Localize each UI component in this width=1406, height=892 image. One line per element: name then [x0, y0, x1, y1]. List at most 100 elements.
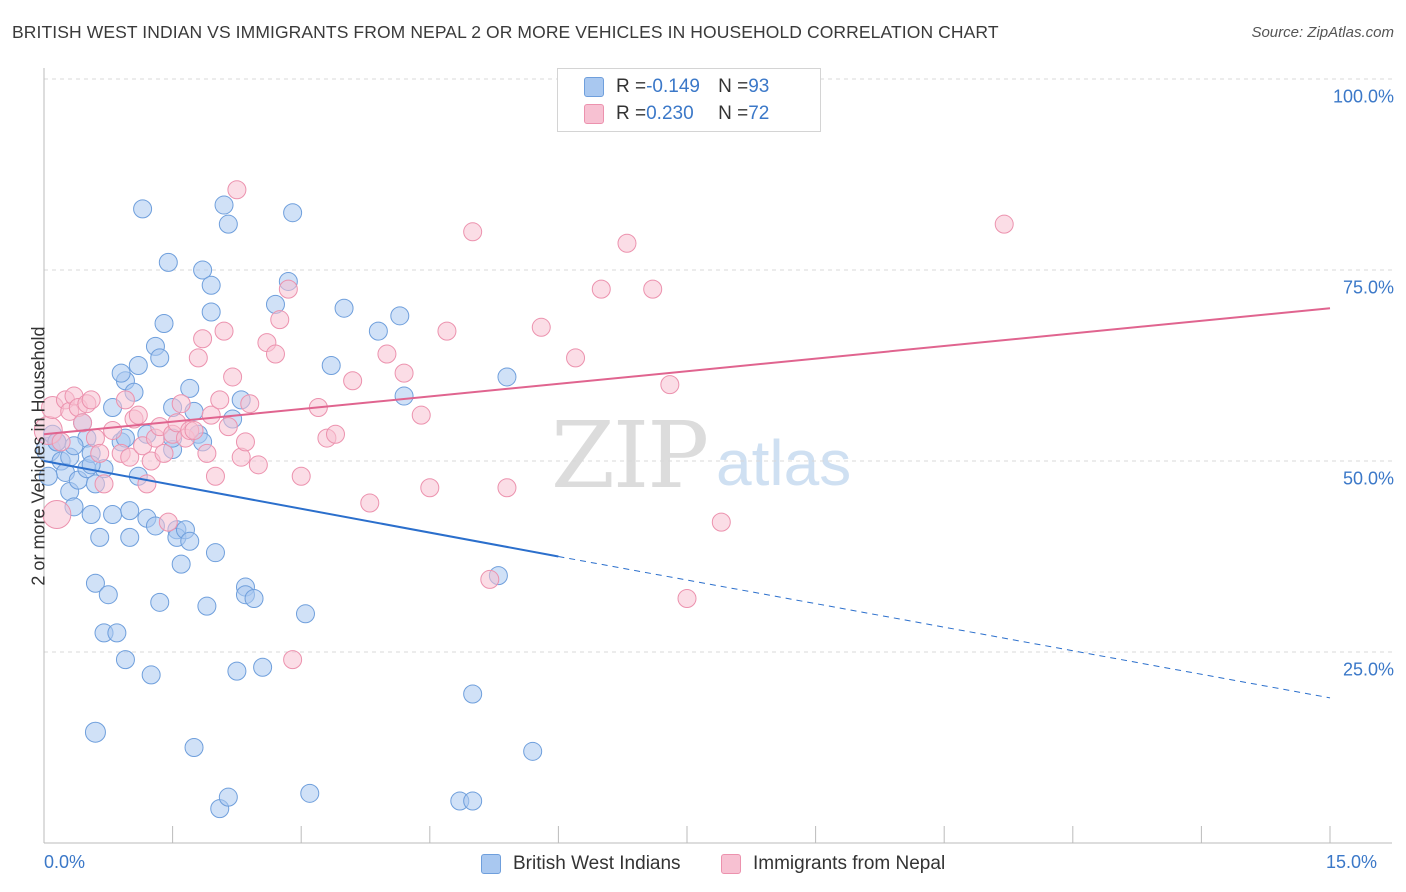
data-point — [90, 527, 110, 547]
data-point — [81, 390, 101, 410]
data-point — [480, 569, 500, 589]
data-point — [325, 424, 345, 444]
data-point — [643, 279, 663, 299]
legend-n-value: 93 — [748, 76, 770, 97]
data-point — [497, 367, 517, 387]
data-point — [463, 684, 483, 704]
data-point — [158, 512, 178, 532]
data-point — [128, 356, 148, 375]
data-point — [120, 447, 140, 467]
data-point — [227, 180, 247, 200]
data-point — [411, 405, 431, 425]
data-point — [270, 310, 290, 330]
data-point — [115, 390, 135, 410]
data-point — [240, 394, 260, 414]
data-point — [300, 783, 320, 803]
legend-r-value: 0.230 — [646, 103, 694, 124]
trend-lines — [43, 307, 1331, 699]
data-point — [617, 233, 637, 253]
bottom-legend-british-west-indians: British West Indians — [481, 851, 681, 877]
data-point — [394, 386, 414, 406]
data-point — [42, 499, 72, 529]
data-point — [120, 527, 140, 547]
data-point — [283, 203, 303, 223]
gridlines — [44, 78, 1392, 653]
data-point — [227, 661, 247, 681]
data-point — [463, 791, 483, 811]
data-point — [321, 356, 341, 375]
data-point — [193, 260, 213, 280]
series-immigrants-from-nepal — [33, 180, 1014, 670]
y-axis-label: 2 or more Vehicles in Household — [28, 326, 49, 586]
data-point — [214, 321, 234, 341]
data-point — [154, 443, 174, 463]
y-tick-label: 50.0% — [1342, 468, 1394, 489]
data-point — [197, 596, 217, 616]
data-point — [377, 344, 397, 364]
x-tick-label: 15.0% — [1326, 852, 1378, 872]
legend-r-label: R = — [616, 103, 647, 124]
data-point — [188, 348, 208, 368]
watermark-atlas: atlas — [716, 427, 852, 499]
data-point — [120, 501, 140, 521]
data-point — [133, 199, 153, 219]
data-point — [85, 573, 105, 593]
data-point — [360, 493, 380, 513]
data-point — [94, 474, 114, 494]
data-point — [115, 650, 135, 670]
data-point — [420, 478, 440, 498]
data-point — [73, 413, 93, 433]
legend-r-value: -0.149 — [646, 76, 700, 97]
legend-row-british-west-indians: R = -0.149 N = 93 — [584, 75, 769, 99]
data-point — [137, 474, 157, 494]
data-point — [497, 478, 517, 498]
series-british-west-indians — [35, 195, 543, 819]
data-point — [390, 306, 410, 326]
data-point — [154, 313, 174, 333]
data-point — [265, 344, 285, 364]
data-point — [210, 390, 230, 410]
data-point — [201, 275, 221, 295]
data-point — [291, 466, 311, 486]
data-point — [180, 378, 200, 398]
data-point — [38, 466, 58, 486]
data-point — [205, 543, 225, 563]
watermark-zip: ZIP — [551, 402, 709, 509]
data-point — [994, 214, 1014, 234]
data-point — [463, 222, 483, 242]
legend-swatch-pink — [584, 104, 604, 124]
bottom-legend-immigrants-from-nepal: Immigrants from Nepal — [721, 851, 945, 877]
data-point — [677, 589, 697, 609]
data-point — [253, 657, 273, 677]
data-point — [90, 443, 110, 463]
data-point — [171, 554, 191, 574]
data-point — [334, 298, 354, 318]
data-point — [158, 252, 178, 272]
data-point — [81, 504, 101, 524]
data-point — [244, 589, 264, 609]
data-point — [201, 405, 221, 425]
data-point — [531, 317, 551, 337]
data-point — [128, 405, 148, 425]
data-point — [223, 367, 243, 387]
data-point — [180, 531, 200, 551]
legend-swatch-blue — [584, 77, 604, 97]
data-point — [103, 504, 123, 524]
data-point — [660, 375, 680, 395]
data-point — [248, 455, 268, 475]
data-point — [295, 604, 315, 624]
trend-line — [43, 460, 559, 558]
data-point — [103, 420, 123, 440]
data-point — [283, 650, 303, 670]
data-point — [343, 371, 363, 391]
data-point — [591, 279, 611, 299]
data-point — [214, 195, 234, 215]
data-point — [184, 420, 204, 440]
data-point — [150, 592, 170, 612]
data-point — [566, 348, 586, 368]
data-point — [218, 787, 238, 807]
data-point — [150, 348, 170, 368]
legend-row-immigrants-from-nepal: R = 0.230 N = 72 — [584, 102, 769, 126]
trend-line-extrapolated — [558, 556, 1331, 699]
data-point — [218, 417, 238, 437]
